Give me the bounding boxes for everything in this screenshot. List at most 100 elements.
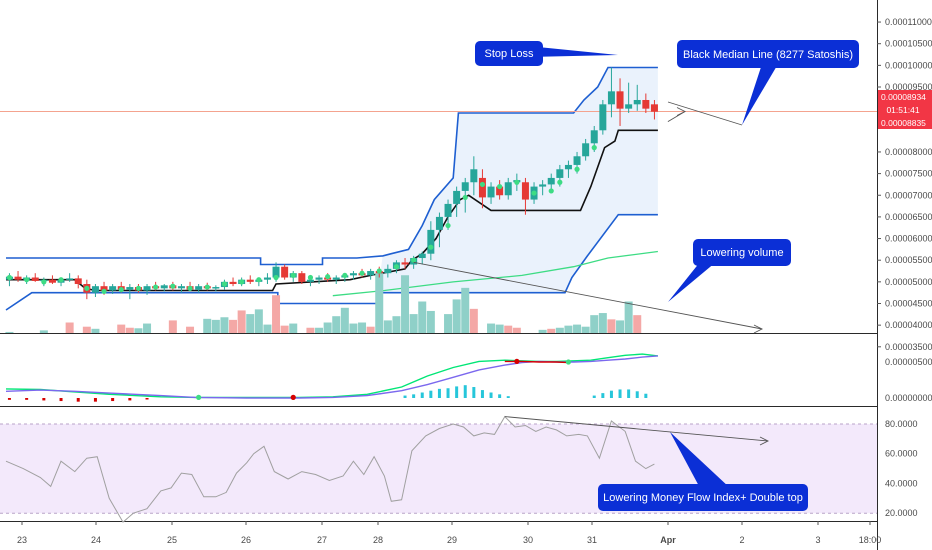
macd-cross-dot	[514, 358, 520, 364]
stop-dot	[118, 287, 124, 293]
stop-dot	[239, 279, 245, 285]
candle-body	[367, 271, 375, 276]
y-tick-label: 0.00007000	[885, 190, 932, 200]
candle-body	[642, 99, 650, 109]
candle-body	[160, 285, 168, 289]
stop-dot	[6, 274, 13, 281]
median-arrow-1-head	[676, 107, 687, 116]
volume-bar	[452, 299, 461, 333]
macd-histogram-bar	[128, 398, 132, 401]
candle-body	[504, 182, 512, 196]
x-tick-label: 23	[17, 535, 27, 545]
volume-bar	[254, 309, 263, 333]
macd-histogram-bar	[489, 392, 493, 398]
volume-bar	[512, 327, 521, 333]
price-tag-box	[878, 116, 932, 129]
y-tick-label: 0.00006500	[885, 212, 932, 222]
candle-body	[573, 156, 581, 165]
stop-dot	[462, 194, 468, 201]
volume-bar	[306, 327, 315, 333]
stop-dot	[256, 277, 262, 283]
stop-dot	[428, 244, 434, 250]
macd-histogram-bar	[609, 390, 613, 398]
stop-dot	[393, 264, 400, 270]
macd-histogram-bar	[145, 398, 149, 400]
candle-body	[650, 104, 658, 112]
volume-bar	[289, 323, 298, 333]
macd-histogram-bar	[59, 398, 63, 402]
volume-bar	[246, 314, 255, 333]
candle-body	[109, 286, 117, 291]
candle-body	[143, 286, 151, 291]
lowering-volume-callout[interactable]: Lowering volume	[668, 239, 791, 302]
candle-body	[444, 203, 452, 217]
volume-bar	[39, 330, 48, 333]
volume-trend-arrowhead	[753, 324, 764, 334]
macd-histogram-bar	[635, 391, 639, 398]
x-tick-label: 27	[317, 535, 327, 545]
stop-dot	[41, 279, 47, 285]
volume-bar	[125, 327, 134, 333]
candle-body	[625, 104, 633, 109]
stop-dot	[531, 190, 537, 196]
mfi-tick-label: 60.0000	[885, 449, 918, 459]
volume-bar	[5, 331, 14, 333]
volume-bar	[168, 320, 177, 333]
x-tick-label: 26	[241, 535, 251, 545]
stop-dot	[557, 179, 563, 185]
volume-bar	[366, 326, 375, 333]
candle-body	[384, 268, 392, 274]
candle-body	[435, 216, 443, 230]
candle-body	[66, 278, 74, 280]
price-tag-box	[878, 90, 932, 103]
volume-bar	[340, 307, 349, 333]
macd-histogram-bar	[111, 398, 115, 402]
y-tick-label: 0.00004000	[885, 320, 932, 330]
candle-body	[298, 273, 306, 282]
volume-bar	[143, 323, 152, 333]
stop-dot	[307, 274, 314, 281]
macd-histogram-bar	[618, 389, 622, 398]
macd-histogram-bar	[429, 390, 433, 398]
volume-bar	[134, 328, 143, 333]
volume-bar	[358, 322, 367, 333]
stop-loss-callout[interactable]: Stop Loss	[475, 41, 618, 66]
volume-bar	[272, 295, 281, 333]
volume-bar	[461, 287, 470, 333]
stop-dot	[170, 283, 176, 289]
volume-bar	[117, 324, 126, 333]
price-tag-box	[878, 103, 932, 116]
time-axis: 23 24 25 26 27 28 29 30 31 Apr 2 3 18:00	[17, 521, 881, 545]
candle-body	[91, 286, 99, 293]
stop-dot	[187, 285, 193, 291]
volume-bar	[426, 310, 435, 333]
volume-bar	[547, 328, 556, 333]
stop-dot	[479, 181, 486, 188]
stop-dot	[153, 284, 159, 290]
candle-body	[453, 190, 461, 204]
volume-bar	[392, 316, 401, 333]
y-tick-label: 0.00006000	[885, 234, 932, 244]
candle-body	[31, 277, 39, 281]
macd-histogram-bar	[446, 388, 450, 398]
candle-body	[306, 279, 314, 282]
y-tick-label: 0.00009500	[885, 82, 932, 92]
stop-dot	[497, 183, 503, 190]
y-tick-label: 0.00010000	[885, 60, 932, 70]
volume-bar	[555, 327, 564, 333]
macd-histogram-bar	[403, 395, 407, 398]
candle-body	[556, 169, 564, 178]
median-line-callout[interactable]: Black Median Line (8277 Satoshis)	[677, 40, 859, 125]
lowering-mfi-callout[interactable]: Lowering Money Flow Index+ Double top	[598, 432, 808, 511]
lowering-volume-label: Lowering volume	[700, 247, 783, 259]
mfi-trend-line	[504, 416, 769, 442]
candle-body	[177, 286, 185, 289]
candle-body	[590, 130, 598, 144]
volume-bar	[220, 317, 229, 333]
y-tick-label: 0.00008000	[885, 147, 932, 157]
trend-drawings	[413, 101, 770, 446]
stop-dot	[24, 277, 30, 283]
volume-bar	[91, 328, 100, 333]
price-axis: 0.00011000 0.00010500 0.00010000 0.00009500…	[877, 17, 932, 518]
